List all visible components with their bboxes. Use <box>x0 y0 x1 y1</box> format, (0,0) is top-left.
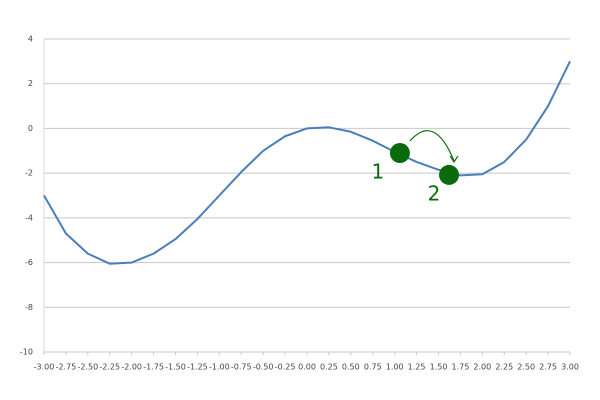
line <box>43 60 571 265</box>
x-tick-label: -1.50 <box>165 363 186 372</box>
y-tick-label: -10 <box>20 348 33 357</box>
y-tick-label: 4 <box>28 35 33 44</box>
point-label: 1 <box>372 160 385 184</box>
x-tick-label: -2.50 <box>77 363 98 372</box>
x-tick-label: 1.75 <box>452 363 470 372</box>
x-tick-label: 3.00 <box>561 363 579 372</box>
y-tick-label: -2 <box>25 169 33 178</box>
y-tick-label: -4 <box>25 213 33 222</box>
x-tick-label: 1.50 <box>430 363 448 372</box>
x-tick-label: -0.75 <box>231 363 252 372</box>
y-tick-label: -6 <box>25 258 33 267</box>
x-tick-label: -1.25 <box>187 363 208 372</box>
point <box>389 143 410 164</box>
x-tick-label: -2.75 <box>56 363 77 372</box>
x-tick-label: 0.50 <box>342 363 360 372</box>
x-tick-label: 2.50 <box>517 363 535 372</box>
x-tick-label: 2.75 <box>539 363 557 372</box>
y-tick-label: -8 <box>25 303 33 312</box>
x-tick-label: 2.25 <box>495 363 513 372</box>
x-tick-label: 2.00 <box>473 363 491 372</box>
x-tick-label: 1.00 <box>386 363 404 372</box>
x-tick-label: 0.75 <box>364 363 382 372</box>
y-tick-label: 0 <box>28 124 33 133</box>
x-tick-label: 1.25 <box>408 363 426 372</box>
x-tick-label: -1.00 <box>209 363 230 372</box>
x-tick-label: -1.75 <box>143 363 164 372</box>
x-tick-label: -3.00 <box>34 363 55 372</box>
y-tick-label: 2 <box>28 79 33 88</box>
point-label: 2 <box>428 181 441 205</box>
x-tick-label: -2.25 <box>99 363 120 372</box>
point <box>439 164 460 185</box>
arrow <box>409 130 455 162</box>
arrow-head <box>449 155 459 164</box>
x-tick-label: -0.50 <box>253 363 274 372</box>
x-tick-label: 0.25 <box>320 363 338 372</box>
x-tick-label: -2.00 <box>121 363 142 372</box>
x-tick-label: 0.00 <box>298 363 316 372</box>
x-tick-label: -0.25 <box>275 363 296 372</box>
